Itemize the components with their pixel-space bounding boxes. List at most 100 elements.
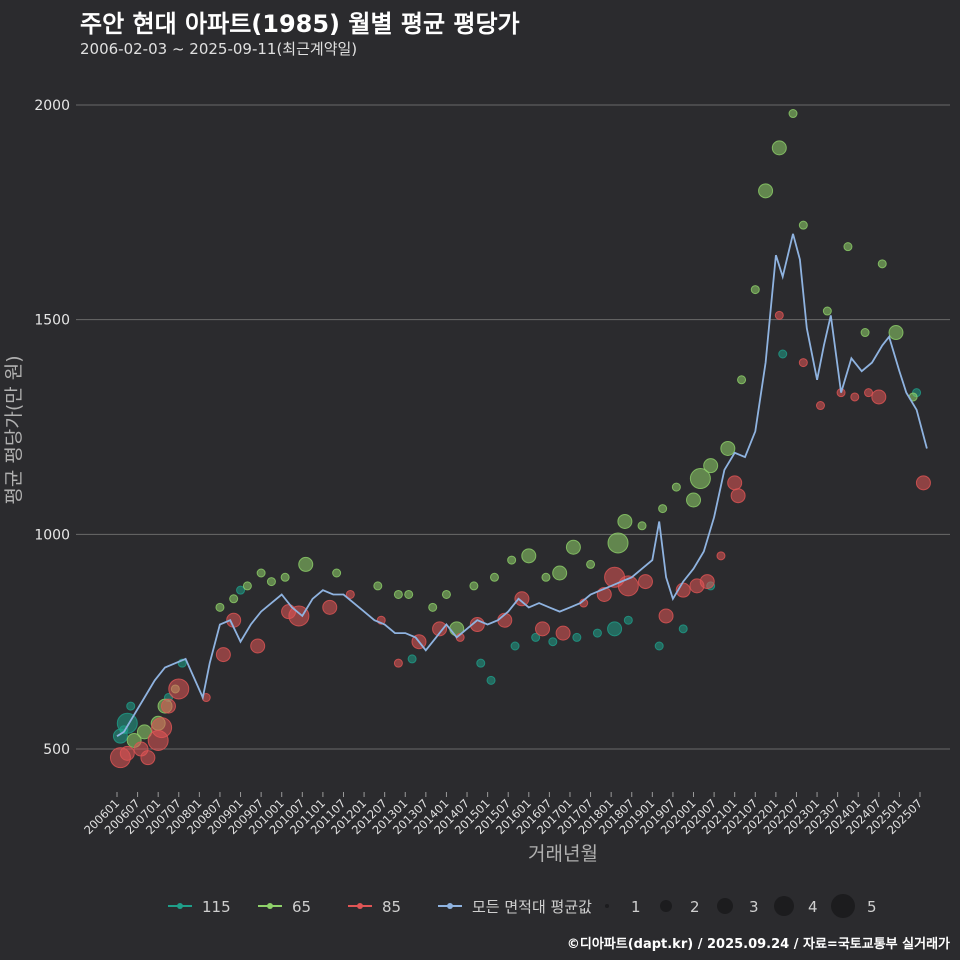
- y-tick-label: 500: [43, 742, 70, 758]
- scatter-point-65: [720, 440, 736, 456]
- scatter-point-65: [671, 482, 681, 492]
- scatter-point-85: [850, 392, 860, 402]
- scatter-point-115: [116, 712, 138, 734]
- scatter-point-115: [678, 624, 688, 634]
- legend-size-label: 2: [690, 898, 700, 916]
- scatter-point-115: [623, 615, 633, 625]
- scatter-point-65: [541, 572, 551, 582]
- scatter-point-65: [441, 589, 451, 599]
- legend-swatch-dot: [267, 903, 273, 909]
- scatter-point-115: [126, 701, 136, 711]
- scatter-point-85: [535, 621, 551, 637]
- scatter-point-65: [489, 572, 499, 582]
- x-axis-label: 거래년월: [528, 843, 598, 865]
- scatter-point-65: [843, 242, 853, 252]
- scatter-point-115: [592, 628, 602, 638]
- scatter-point-65: [658, 504, 668, 514]
- scatter-point-85: [798, 358, 808, 368]
- scatter-point-85: [168, 678, 190, 700]
- scatter-point-65: [686, 492, 702, 508]
- legend-size-dot: [831, 894, 855, 918]
- scatter-point-85: [658, 608, 674, 624]
- scatter-point-85: [119, 745, 135, 761]
- scatter-point-65: [266, 577, 276, 587]
- scatter-point-85: [151, 717, 173, 739]
- legend-size-dot: [605, 904, 609, 908]
- scatter-point-85: [514, 591, 530, 607]
- scatter-point-85: [432, 621, 448, 637]
- scatter-point-85: [637, 574, 653, 590]
- scatter-point-115: [607, 621, 623, 637]
- scatter-point-115: [572, 632, 582, 642]
- scatter-point-115: [236, 585, 246, 595]
- scatter-point-85: [160, 698, 176, 714]
- scatter-point-85: [815, 401, 825, 411]
- scatter-point-65: [565, 539, 581, 555]
- scatter-point-65: [507, 555, 517, 565]
- y-tick-label: 2000: [34, 98, 70, 114]
- scatter-point-65: [428, 602, 438, 612]
- legend-size-label: 1: [631, 898, 641, 916]
- scatter-point-85: [915, 475, 931, 491]
- scatter-point-65: [393, 589, 403, 599]
- scatter-point-115: [476, 658, 486, 668]
- chart-title: 주안 현대 아파트(1985) 월별 평균 평당가: [80, 10, 520, 38]
- scatter-point-65: [242, 581, 252, 591]
- scatter-point-85: [140, 750, 156, 766]
- scatter-point-115: [548, 637, 558, 647]
- scatter-point-85: [699, 574, 715, 590]
- scatter-point-65: [758, 183, 774, 199]
- scatter-point-65: [373, 581, 383, 591]
- scatter-point-65: [136, 724, 152, 740]
- scatter-point-115: [407, 654, 417, 664]
- scatter-point-115: [778, 349, 788, 359]
- scatter-point-65: [617, 513, 633, 529]
- scatter-point-85: [345, 589, 355, 599]
- legend-label: 115: [202, 898, 231, 916]
- scatter-point-65: [703, 458, 719, 474]
- scatter-point-65: [521, 548, 537, 564]
- scatter-point-85: [250, 638, 266, 654]
- scatter-point-65: [737, 375, 747, 385]
- scatter-point-85: [727, 475, 743, 491]
- scatter-point-85: [871, 389, 887, 405]
- scatter-point-65: [750, 285, 760, 295]
- y-tick-label: 1500: [34, 313, 70, 329]
- scatter-point-65: [637, 521, 647, 531]
- scatter-point-65: [860, 328, 870, 338]
- scatter-point-65: [332, 568, 342, 578]
- scatter-point-65: [469, 581, 479, 591]
- legend-swatch-dot: [447, 903, 453, 909]
- legend-label: 모든 면적대 평균값: [472, 898, 592, 916]
- scatter-point-65: [298, 556, 314, 572]
- y-axis-label: 평균 평당가(만 원): [3, 355, 25, 504]
- legend-swatch-dot: [357, 903, 363, 909]
- scatter-point-115: [486, 675, 496, 685]
- scatter-point-85: [393, 658, 403, 668]
- scatter-point-65: [822, 306, 832, 316]
- scatter-point-65: [798, 220, 808, 230]
- scatter-point-85: [716, 551, 726, 561]
- legend-size-label: 4: [808, 898, 818, 916]
- scatter-point-65: [215, 602, 225, 612]
- scatter-point-65: [256, 568, 266, 578]
- scatter-point-65: [888, 325, 904, 341]
- legend-swatch-dot: [177, 903, 183, 909]
- scatter-point-85: [730, 488, 746, 504]
- scatter-point-65: [552, 565, 568, 581]
- scatter-point-85: [555, 625, 571, 641]
- y-tick-label: 1000: [34, 527, 70, 543]
- legend-size-label: 5: [867, 898, 877, 916]
- scatter-point-65: [229, 594, 239, 604]
- scatter-point-115: [510, 641, 520, 651]
- scatter-point-65: [771, 140, 787, 156]
- legend-size-label: 3: [749, 898, 759, 916]
- scatter-point-65: [280, 572, 290, 582]
- scatter-point-65: [404, 589, 414, 599]
- scatter-point-115: [654, 641, 664, 651]
- legend-size-dot: [660, 900, 672, 912]
- scatter-point-85: [215, 647, 231, 663]
- scatter-point-65: [788, 109, 798, 119]
- legend-label: 65: [292, 898, 311, 916]
